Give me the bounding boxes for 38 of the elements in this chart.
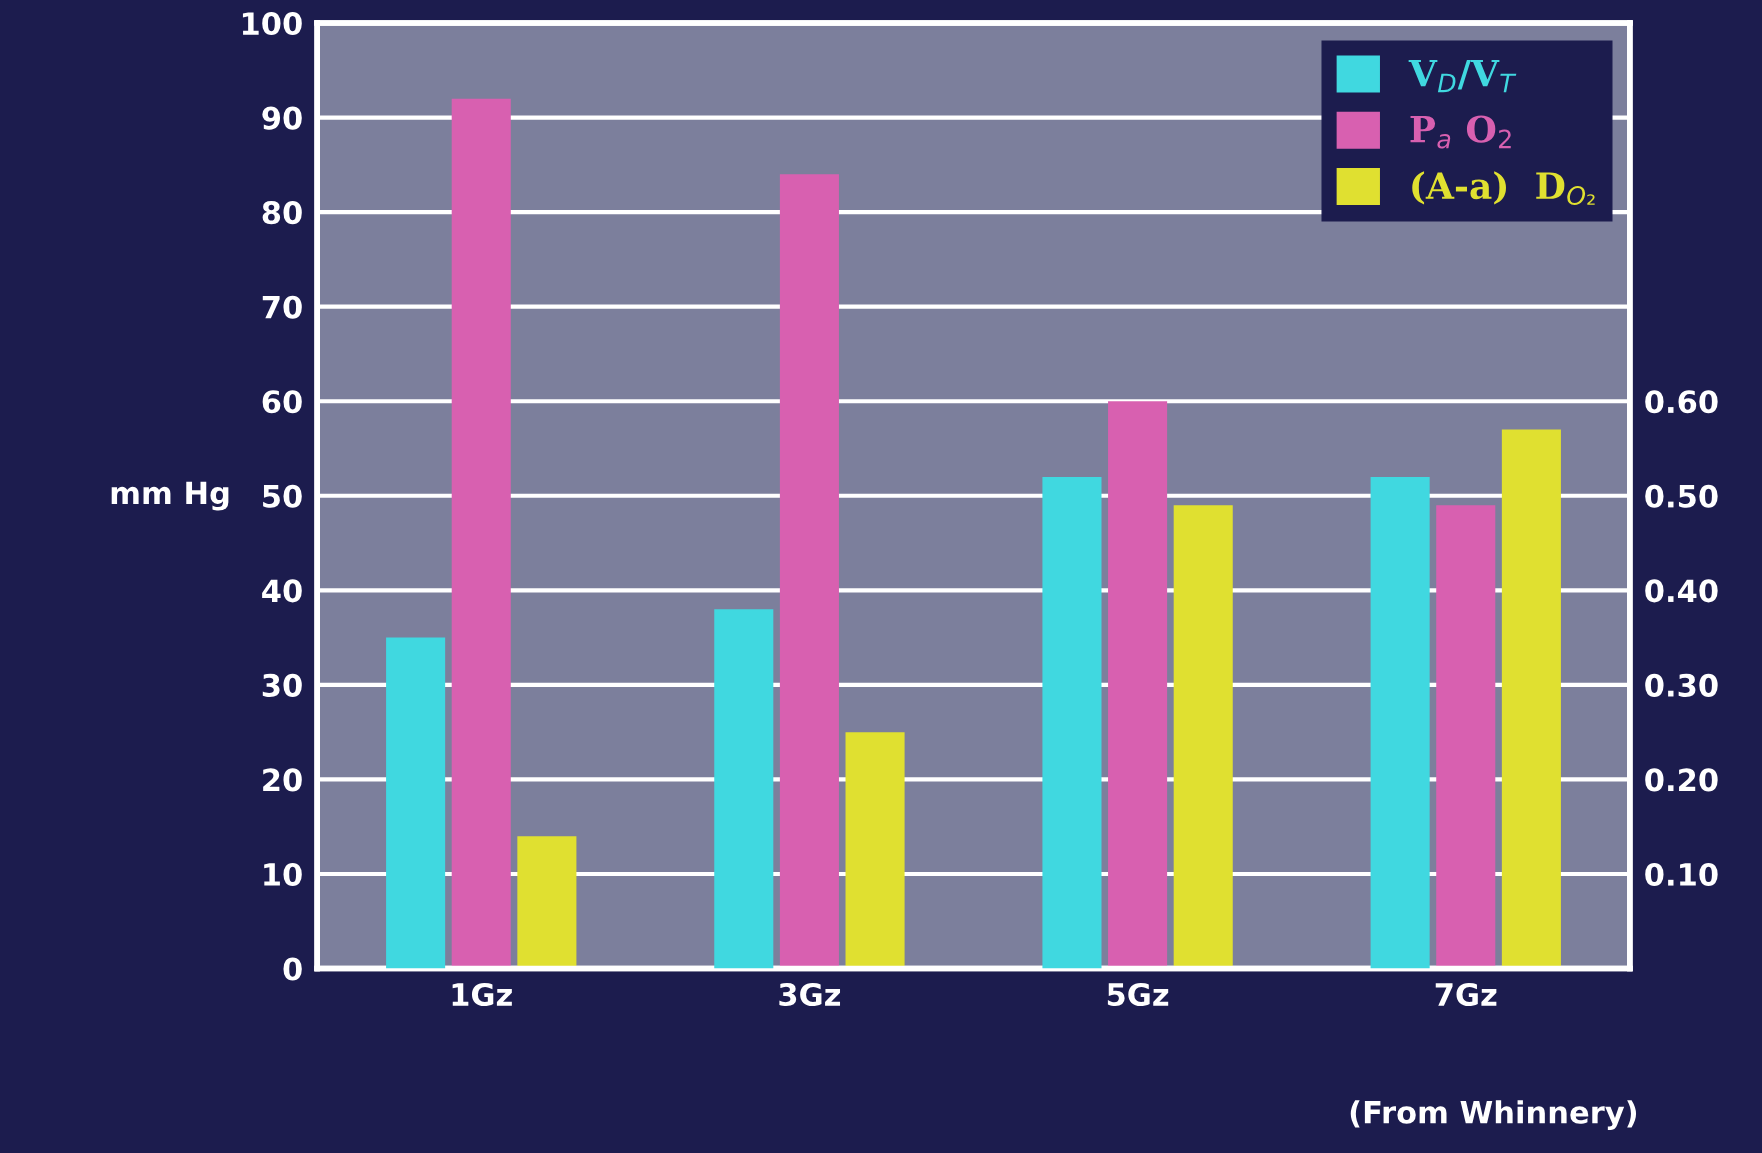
bar [779,174,839,969]
y-tick-label: 0 [283,957,302,981]
bar [386,637,446,969]
y2-tick-label: 0.20 [1645,768,1718,792]
y2-tick-label: 0.40 [1645,579,1718,603]
bar [1173,505,1233,969]
x-tick-label: 7Gz [1435,982,1497,1007]
bar [845,732,905,969]
legend-label: V$_{D}$/V$_{T}$ [1408,59,1517,93]
bar [714,609,774,969]
bar [1108,401,1168,969]
y-tick-label: 30 [262,673,302,697]
y2-tick-label: 0.60 [1645,390,1718,414]
bar [1436,505,1496,969]
x-tick-label: 3Gz [779,982,841,1007]
x-tick-label: 5Gz [1107,982,1169,1007]
bar [451,98,511,969]
y-tick-label: 50 [263,484,302,508]
y-tick-label: 40 [262,579,302,603]
bar [1501,429,1561,969]
bar [1370,476,1430,969]
y2-tick-label: 0.10 [1645,862,1718,887]
y-tick-label: 10 [264,862,302,887]
legend-label: (A-a) D$_{O₂}$ [1412,171,1595,206]
bar [1042,476,1102,969]
x-tick-label: 1Gz [452,982,512,1007]
legend-label: P$_{a}$ O$_{2}$ [1410,115,1511,149]
y-tick-label: 20 [263,768,302,792]
y-tick-label: 70 [262,295,302,319]
text: (From Whinnery) [1350,1100,1637,1130]
bar [517,836,577,969]
y-tick-label: 80 [262,201,302,225]
y-axis-title: mm Hg [111,481,229,511]
y-tick-label: 100 [242,11,302,36]
y2-tick-label: 0.30 [1645,673,1718,697]
y-tick-label: 90 [262,106,302,130]
y2-tick-label: 0.50 [1645,484,1718,508]
y-tick-label: 60 [262,390,302,414]
